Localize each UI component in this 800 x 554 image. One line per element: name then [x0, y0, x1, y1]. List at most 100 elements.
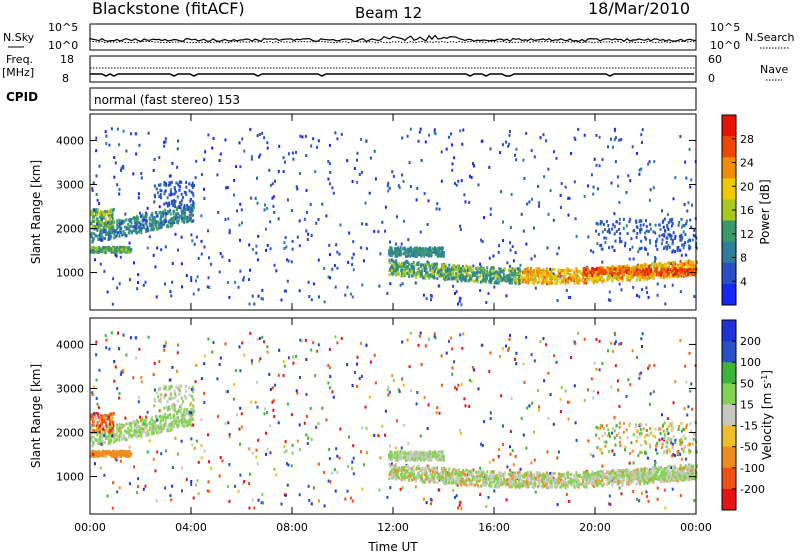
power-cell: [312, 137, 315, 141]
velocity-cell: [669, 422, 672, 426]
power-cell: [574, 138, 577, 141]
power-cell: [613, 212, 616, 216]
power-cell: [508, 264, 511, 268]
power-cell: [398, 186, 401, 190]
power-cell: [656, 293, 659, 297]
power-cell: [533, 275, 536, 279]
velocity-cell: [160, 400, 162, 404]
velocity-cell: [309, 407, 312, 410]
power-cell: [550, 270, 553, 274]
velocity-cell: [114, 365, 117, 369]
power-cell: [460, 303, 463, 307]
power-cell: [533, 282, 536, 286]
velocity-cell: [104, 455, 107, 459]
power-cell: [409, 185, 412, 188]
power-cell: [389, 282, 392, 286]
power-cell: [611, 279, 614, 283]
power-cell: [151, 214, 154, 218]
velocity-cell: [195, 439, 198, 443]
velocity-cell: [574, 342, 577, 345]
velocity-cell: [628, 461, 631, 465]
power-cell: [104, 233, 107, 236]
velocity-cell: [414, 485, 417, 489]
power-cell: [602, 266, 605, 270]
velocity-cell: [373, 353, 376, 357]
power-cell: [166, 196, 169, 200]
power-cell: [608, 271, 611, 275]
power-cell: [153, 157, 156, 161]
power-cell: [683, 270, 686, 274]
power-cell: [655, 263, 658, 266]
power-cell: [108, 248, 111, 252]
power-cell: [608, 274, 611, 278]
power-cell: [665, 265, 668, 268]
power-cell: [636, 293, 638, 297]
power-cell: [449, 272, 452, 276]
power-cell: [228, 295, 231, 299]
power-cell: [516, 280, 519, 284]
power-cell: [401, 173, 404, 177]
velocity-cell: [98, 426, 101, 430]
power-cell: [543, 280, 546, 284]
velocity-cell: [328, 347, 331, 351]
power-cell: [455, 272, 457, 276]
power-cell: [203, 197, 206, 200]
power-cell: [187, 219, 190, 223]
power-cell: [692, 270, 695, 274]
power-cell: [125, 218, 128, 222]
velocity-cell: [557, 450, 560, 454]
power-cell: [273, 263, 276, 267]
power-cell: [185, 192, 188, 196]
velocity-cell: [124, 452, 127, 456]
power-cell: [303, 217, 306, 221]
power-cell: [470, 275, 473, 279]
colorbar-segment: [722, 262, 736, 285]
power-cell: [656, 264, 659, 268]
power-cell: [610, 181, 613, 185]
power-cell: [412, 251, 415, 255]
power-cell: [680, 217, 683, 221]
power-cell: [451, 168, 454, 172]
power-cell: [422, 252, 424, 256]
velocity-cell: [305, 433, 308, 437]
power-cell: [277, 169, 280, 173]
velocity-cell: [489, 411, 492, 415]
power-cell: [425, 297, 428, 301]
power-cell: [446, 277, 449, 281]
power-cell: [190, 197, 192, 201]
power-cell: [188, 207, 191, 211]
power-cell: [641, 276, 644, 280]
power-cell: [681, 225, 683, 229]
velocity-cell: [159, 429, 162, 433]
power-cell: [95, 220, 98, 224]
velocity-cell: [119, 449, 122, 453]
velocity-cell: [451, 366, 454, 370]
power-cell: [272, 204, 275, 208]
power-cell: [163, 202, 166, 206]
power-cell: [402, 179, 405, 183]
velocity-cell: [106, 417, 109, 421]
power-cell: [609, 137, 612, 141]
velocity-cell: [379, 456, 382, 460]
power-cell: [344, 293, 347, 297]
nsearch-top-label: 10^5: [710, 21, 740, 34]
power-cell: [424, 266, 427, 270]
power-cell: [469, 265, 472, 269]
power-cell: [365, 139, 368, 143]
velocity-cell: [331, 471, 334, 475]
velocity-cell: [351, 460, 354, 464]
velocity-cell: [106, 425, 109, 429]
velocity-cell: [96, 438, 99, 442]
power-cell: [91, 213, 94, 217]
power-cell: [596, 278, 599, 282]
power-cell: [334, 131, 337, 135]
velocity-cell: [163, 406, 166, 410]
power-cell: [328, 253, 331, 257]
power-cell: [477, 267, 480, 271]
velocity-cell: [207, 433, 209, 437]
velocity-cell: [674, 438, 677, 442]
velocity-cell: [189, 420, 192, 424]
power-cell: [395, 273, 397, 277]
power-cell: [460, 272, 463, 276]
velocity-cell: [188, 386, 191, 390]
